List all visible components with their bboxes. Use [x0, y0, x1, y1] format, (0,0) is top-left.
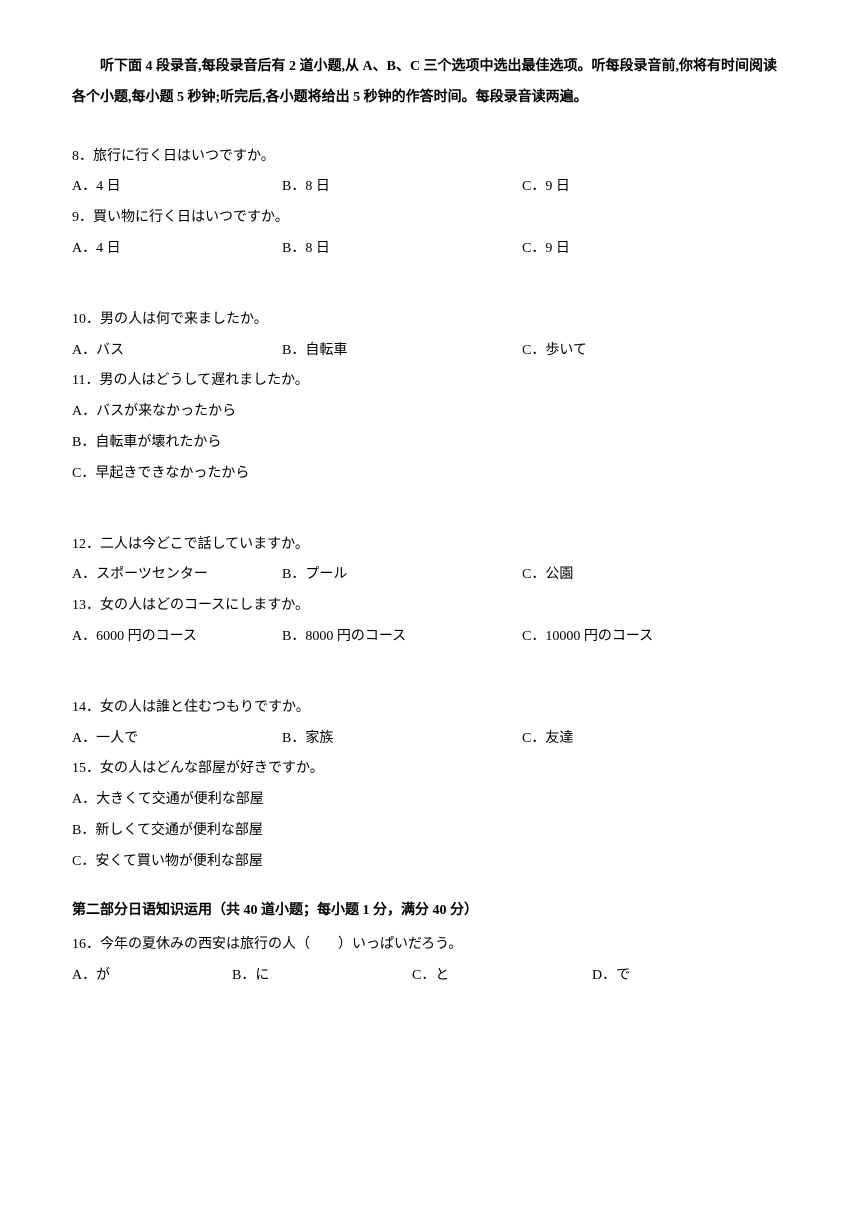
- question-text: 9．買い物に行く日はいつですか。: [72, 203, 788, 234]
- option-label: 6000 円のコース: [96, 629, 197, 644]
- question-text: 8．旅行に行く日はいつですか。: [72, 142, 788, 173]
- q-body: 二人は今どこで話していますか。: [100, 537, 309, 552]
- option-a[interactable]: A．4 日: [72, 172, 282, 203]
- option-c[interactable]: C．9 日: [522, 172, 570, 203]
- option-label: 9 日: [545, 241, 570, 256]
- q-num: 16: [72, 937, 86, 952]
- option-a[interactable]: A．一人で: [72, 724, 282, 755]
- option-label: 4 日: [96, 241, 121, 256]
- q-num: 10: [72, 312, 86, 327]
- question-block: 14．女の人は誰と住むつもりですか。 A．一人で B．家族 C．友達 15．女の…: [72, 693, 788, 878]
- option-b[interactable]: B．新しくて交通が便利な部屋: [72, 816, 788, 847]
- option-a[interactable]: A．スポーツセンター: [72, 560, 282, 591]
- option-label: で: [616, 968, 630, 983]
- q-body: 女の人は誰と住むつもりですか。: [100, 700, 310, 715]
- option-c[interactable]: C．10000 円のコース: [522, 622, 653, 653]
- q-body: 男の人はどうして遅れましたか。: [99, 373, 308, 388]
- option-label: 安くて買い物が便利な部屋: [95, 854, 263, 869]
- option-label: バスが来なかったから: [96, 404, 236, 419]
- q-body: 男の人は何で来ましたか。: [100, 312, 268, 327]
- q-num: 12: [72, 537, 86, 552]
- option-b[interactable]: B．に: [232, 961, 412, 992]
- q-num: 9: [72, 210, 79, 225]
- options-vertical: A．大きくて交通が便利な部屋 B．新しくて交通が便利な部屋 C．安くて買い物が便…: [72, 785, 788, 877]
- option-b[interactable]: B．8 日: [282, 172, 522, 203]
- question-block: 8．旅行に行く日はいつですか。 A．4 日 B．8 日 C．9 日 9．買い物に…: [72, 142, 788, 265]
- option-a[interactable]: A．大きくて交通が便利な部屋: [72, 785, 788, 816]
- listening-instruction: 听下面 4 段录音,每段录音后有 2 道小题,从 A、B、C 三个选项中选出最佳…: [72, 52, 788, 114]
- option-label: 自転車: [305, 343, 347, 358]
- options-row: A．4 日 B．8 日 C．9 日: [72, 172, 788, 203]
- option-label: 8 日: [305, 179, 330, 194]
- option-a[interactable]: A．が: [72, 961, 232, 992]
- question-text: 10．男の人は何で来ましたか。: [72, 305, 788, 336]
- option-a[interactable]: A．バスが来なかったから: [72, 397, 788, 428]
- option-label: 8000 円のコース: [305, 629, 406, 644]
- option-label: と: [435, 968, 449, 983]
- option-c[interactable]: C．友達: [522, 724, 573, 755]
- question-text: 11．男の人はどうして遅れましたか。: [72, 366, 788, 397]
- question-text: 15．女の人はどんな部屋が好きですか。: [72, 754, 788, 785]
- q-num: 13: [72, 598, 86, 613]
- q-body: 女の人はどんな部屋が好きですか。: [100, 761, 324, 776]
- option-b[interactable]: B．8 日: [282, 234, 522, 265]
- option-b[interactable]: B．プール: [282, 560, 522, 591]
- option-label: 早起きできなかったから: [95, 466, 249, 481]
- q-num: 14: [72, 700, 86, 715]
- option-label: 8 日: [305, 241, 330, 256]
- option-label: 自転車が壊れたから: [95, 435, 221, 450]
- options-row: A．スポーツセンター B．プール C．公園: [72, 560, 788, 591]
- q-body: 買い物に行く日はいつですか。: [93, 210, 289, 225]
- option-c[interactable]: C．公園: [522, 560, 573, 591]
- option-b[interactable]: B．家族: [282, 724, 522, 755]
- options-row: A．バス B．自転車 C．歩いて: [72, 336, 788, 367]
- q-num: 11: [72, 373, 85, 388]
- option-label: 9 日: [545, 179, 570, 194]
- options-row: A．6000 円のコース B．8000 円のコース C．10000 円のコース: [72, 622, 788, 653]
- option-label: 家族: [305, 731, 333, 746]
- question-block: 16．今年の夏休みの西安は旅行の人（ ）いっぱいだろう。 A．が B．に C．と…: [72, 930, 788, 992]
- option-label: 公園: [545, 567, 573, 582]
- option-b[interactable]: B．自転車: [282, 336, 522, 367]
- question-block: 12．二人は今どこで話していますか。 A．スポーツセンター B．プール C．公園…: [72, 530, 788, 653]
- option-label: スポーツセンター: [96, 567, 208, 582]
- option-label: プール: [305, 567, 347, 582]
- q-body: 今年の夏休みの西安は旅行の人（ ）いっぱいだろう。: [100, 937, 462, 952]
- option-a[interactable]: A．4 日: [72, 234, 282, 265]
- q-num: 15: [72, 761, 86, 776]
- option-label: 新しくて交通が便利な部屋: [95, 823, 263, 838]
- option-d[interactable]: D．で: [592, 961, 630, 992]
- option-a[interactable]: A．バス: [72, 336, 282, 367]
- option-b[interactable]: B．8000 円のコース: [282, 622, 522, 653]
- question-block: 10．男の人は何で来ましたか。 A．バス B．自転車 C．歩いて 11．男の人は…: [72, 305, 788, 490]
- option-c[interactable]: C．安くて買い物が便利な部屋: [72, 847, 788, 878]
- q-body: 女の人はどのコースにしますか。: [100, 598, 309, 613]
- option-c[interactable]: C．早起きできなかったから: [72, 459, 788, 490]
- question-text: 13．女の人はどのコースにしますか。: [72, 591, 788, 622]
- option-a[interactable]: A．6000 円のコース: [72, 622, 282, 653]
- option-label: 4 日: [96, 179, 121, 194]
- option-label: が: [96, 968, 110, 983]
- option-label: 一人で: [96, 731, 138, 746]
- option-c[interactable]: C．歩いて: [522, 336, 587, 367]
- options-row: A．が B．に C．と D．で: [72, 961, 788, 992]
- q-num: 8: [72, 149, 79, 164]
- section-2-heading: 第二部分日语知识运用（共 40 道小题；每小题 1 分，满分 40 分）: [72, 896, 788, 927]
- option-label: バス: [96, 343, 124, 358]
- option-c[interactable]: C．9 日: [522, 234, 570, 265]
- option-label: に: [255, 968, 269, 983]
- q-body: 旅行に行く日はいつですか。: [93, 149, 275, 164]
- question-text: 12．二人は今どこで話していますか。: [72, 530, 788, 561]
- question-text: 16．今年の夏休みの西安は旅行の人（ ）いっぱいだろう。: [72, 930, 788, 961]
- options-row: A．4 日 B．8 日 C．9 日: [72, 234, 788, 265]
- option-b[interactable]: B．自転車が壊れたから: [72, 428, 788, 459]
- options-row: A．一人で B．家族 C．友達: [72, 724, 788, 755]
- question-text: 14．女の人は誰と住むつもりですか。: [72, 693, 788, 724]
- options-vertical: A．バスが来なかったから B．自転車が壊れたから C．早起きできなかったから: [72, 397, 788, 489]
- option-label: 友達: [545, 731, 573, 746]
- option-c[interactable]: C．と: [412, 961, 592, 992]
- option-label: 10000 円のコース: [545, 629, 653, 644]
- option-label: 大きくて交通が便利な部屋: [96, 792, 264, 807]
- option-label: 歩いて: [545, 343, 587, 358]
